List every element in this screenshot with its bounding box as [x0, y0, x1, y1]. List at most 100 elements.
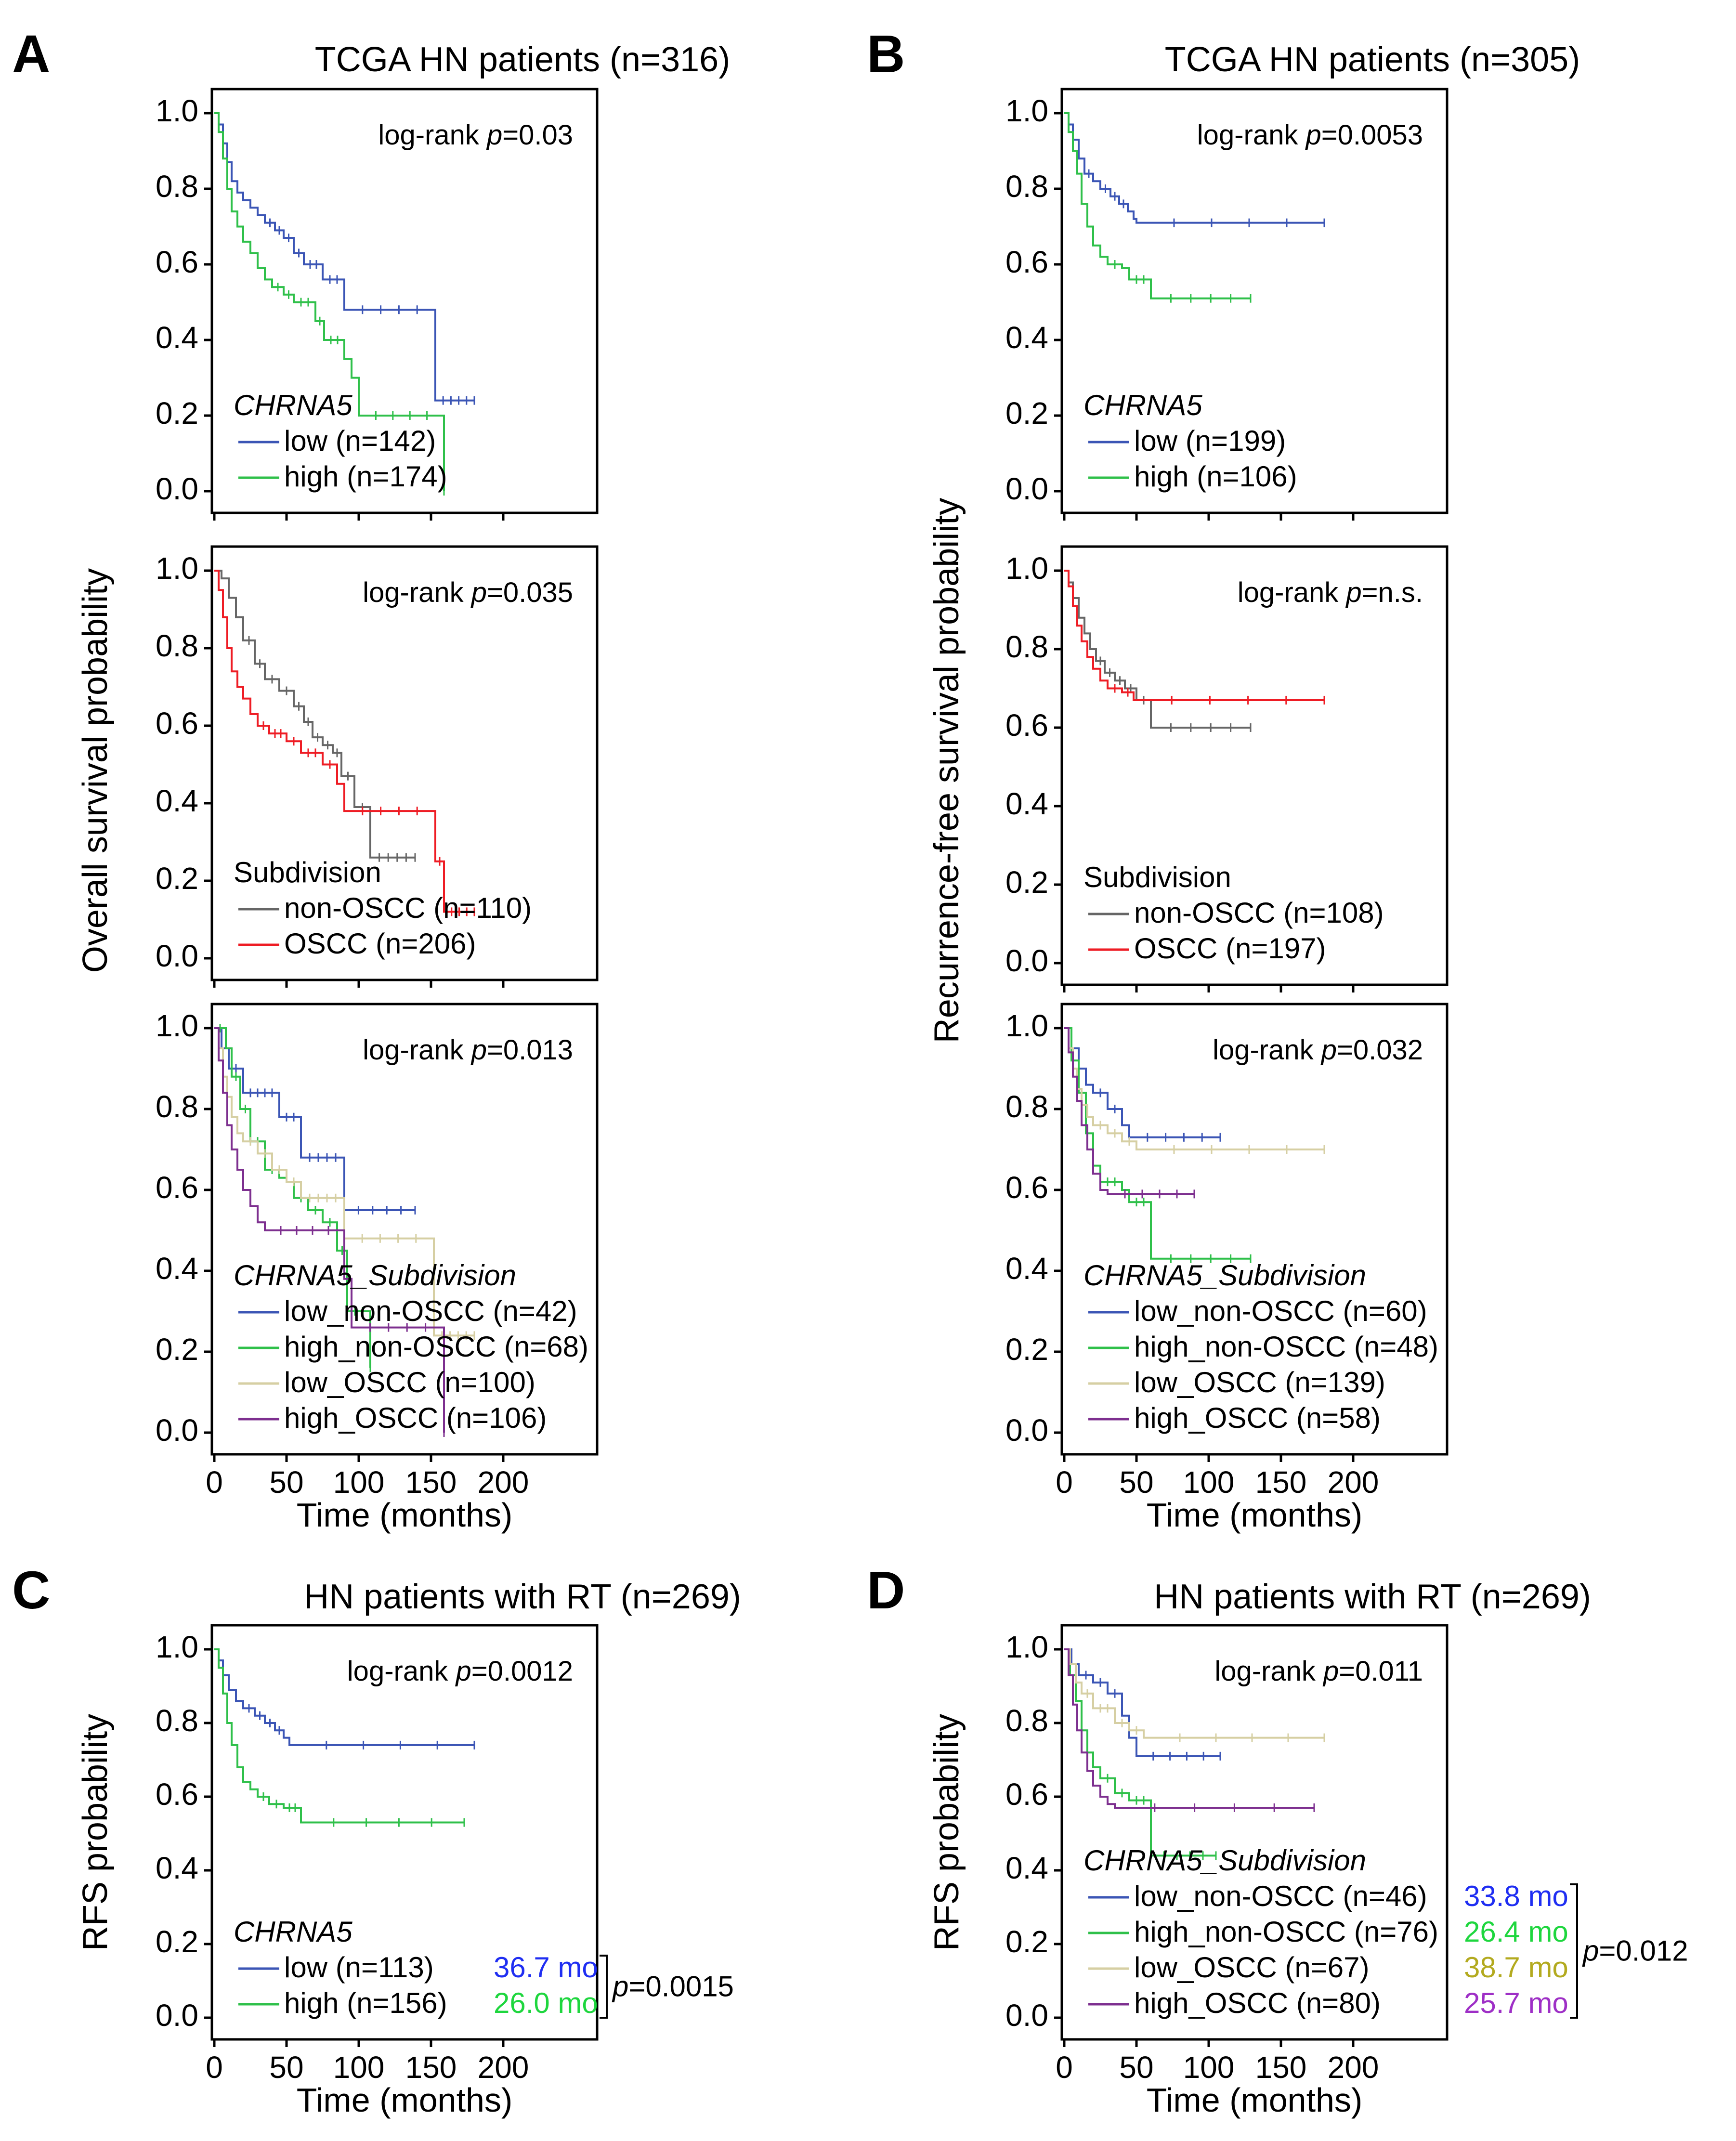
x-tick-label: 100	[1183, 2050, 1235, 2085]
x-tick-label: 0	[1056, 2050, 1073, 2085]
plot-frame	[1060, 1624, 1449, 2041]
y-tick-label: 0.2	[156, 861, 198, 896]
logrank-label: log-rank	[1213, 1034, 1321, 1066]
logrank-label: log-rank	[1214, 1656, 1323, 1687]
km-curve	[1064, 570, 1324, 701]
x-tick-label: 150	[1255, 2050, 1307, 2085]
y-tick-label: 0.8	[1005, 169, 1048, 204]
km-curve	[1064, 1648, 1314, 1809]
y-tick-label: 0.0	[156, 939, 198, 973]
y-tick-label: 0.8	[156, 1089, 198, 1124]
y-axis-label-C: RFS probability	[76, 1714, 115, 1951]
y-tick-label: 0.4	[1005, 320, 1048, 355]
y-tick-label: 0.6	[1005, 1170, 1048, 1205]
median-survival-label: 25.7 mo	[1464, 1987, 1568, 2019]
y-tick-label: 0.8	[156, 1703, 198, 1738]
y-tick-label: 0.8	[156, 628, 198, 663]
y-tick-label: 1.0	[156, 93, 198, 128]
median-pvalue: p=0.012	[1582, 1935, 1688, 1967]
p-symbol: p	[1322, 1656, 1339, 1687]
y-axis-label-D: RFS probability	[927, 1714, 966, 1951]
plot-frame	[1060, 1003, 1449, 1456]
logrank-label: log-rank	[363, 577, 471, 608]
panel-letter-C: C	[12, 1561, 50, 1620]
legend-entry: high (n=174)	[284, 460, 447, 493]
logrank-pvalue: log-rank p=0.0012	[347, 1656, 573, 1687]
legend-entry: high_non-OSCC (n=76)	[1134, 1916, 1438, 1948]
panel-letter-D: D	[867, 1561, 905, 1620]
y-tick-label: 0.2	[1005, 396, 1048, 431]
y-tick-label: 0.6	[156, 1777, 198, 1812]
logrank-label: log-rank	[347, 1656, 456, 1687]
x-tick-label: 150	[1255, 1465, 1307, 1500]
x-tick-label: 50	[269, 1465, 303, 1500]
logrank-pvalue: log-rank p=0.03	[378, 119, 573, 151]
plot-frame	[210, 88, 599, 514]
logrank-label: log-rank	[1197, 119, 1306, 151]
x-tick-label: 150	[405, 2050, 457, 2085]
p-symbol: p	[486, 119, 502, 151]
logrank-pvalue: log-rank p=0.011	[1214, 1656, 1423, 1687]
x-tick-label: 150	[405, 1465, 457, 1500]
plot-frame	[1060, 88, 1449, 514]
panel-title-C: HN patients with RT (n=269)	[304, 1578, 741, 1616]
y-axis-label-B: Recurrence-free survival probability	[927, 498, 966, 1043]
legend-entry: low (n=142)	[284, 425, 436, 457]
panel-title-A: TCGA HN patients (n=316)	[315, 40, 730, 79]
median-survival-label: 36.7 mo	[494, 1951, 598, 1984]
y-tick-label: 0.6	[1005, 245, 1048, 279]
x-tick-label: 50	[1119, 2050, 1153, 2085]
y-tick-label: 0.0	[1005, 943, 1048, 978]
km-curve	[214, 570, 415, 859]
legend-entry: high_OSCC (n=106)	[284, 1402, 547, 1434]
legend-entry: OSCC (n=206)	[284, 927, 476, 960]
legend-title: CHRNA5_Subdivision	[1083, 1844, 1366, 1877]
logrank-label: log-rank	[363, 1034, 471, 1066]
km-curve	[1064, 1027, 1251, 1260]
median-survival-label: 38.7 mo	[1464, 1951, 1568, 1984]
legend-title: CHRNA5_Subdivision	[1083, 1259, 1366, 1292]
median-survival-label: 26.4 mo	[1464, 1916, 1568, 1948]
logrank-value: =0.0053	[1321, 119, 1423, 151]
logrank-label: log-rank	[378, 119, 487, 151]
median-bracket	[1570, 1883, 1578, 2019]
median-survival-label: 26.0 mo	[494, 1987, 598, 2019]
logrank-value: =0.032	[1337, 1034, 1423, 1066]
panel-letter-A: A	[12, 25, 50, 84]
p-symbol: p	[455, 1656, 471, 1687]
x-tick-label: 200	[478, 1465, 529, 1500]
y-tick-label: 1.0	[1005, 551, 1048, 586]
median-bracket	[600, 1955, 608, 2019]
logrank-label: log-rank	[1238, 577, 1346, 608]
y-tick-label: 0.8	[1005, 1089, 1048, 1124]
legend-entry: low_OSCC (n=67)	[1134, 1951, 1370, 1984]
y-tick-label: 0.2	[1005, 1924, 1048, 1959]
legend-entry: OSCC (n=197)	[1134, 932, 1326, 965]
logrank-value: =0.011	[1339, 1656, 1423, 1687]
legend-title: Subdivision	[1083, 861, 1231, 893]
legend-entry: high_non-OSCC (n=48)	[1134, 1331, 1438, 1363]
legend-entry: low_non-OSCC (n=60)	[1134, 1295, 1427, 1327]
p-symbol: p	[1345, 577, 1361, 608]
y-tick-label: 1.0	[1005, 1630, 1048, 1664]
x-tick-label: 200	[1328, 1465, 1379, 1500]
p-symbol: p	[612, 1971, 628, 2003]
y-tick-label: 1.0	[1005, 1008, 1048, 1043]
legend-entry: low_OSCC (n=139)	[1134, 1366, 1385, 1398]
km-curve	[1064, 1027, 1194, 1195]
logrank-pvalue: log-rank p=0.013	[363, 1034, 573, 1066]
x-tick-label: 200	[478, 2050, 529, 2085]
y-tick-label: 0.0	[156, 1998, 198, 2033]
legend-title: CHRNA5	[1083, 389, 1202, 421]
km-curve	[214, 1648, 464, 1824]
x-tick-label: 0	[206, 2050, 223, 2085]
km-curve	[1064, 1027, 1220, 1138]
legend-title: CHRNA5_Subdivision	[234, 1259, 516, 1292]
legend-title: CHRNA5	[234, 389, 352, 421]
y-tick-label: 0.2	[156, 396, 198, 431]
x-tick-label: 50	[1119, 1465, 1153, 1500]
y-tick-label: 0.4	[156, 1251, 198, 1286]
